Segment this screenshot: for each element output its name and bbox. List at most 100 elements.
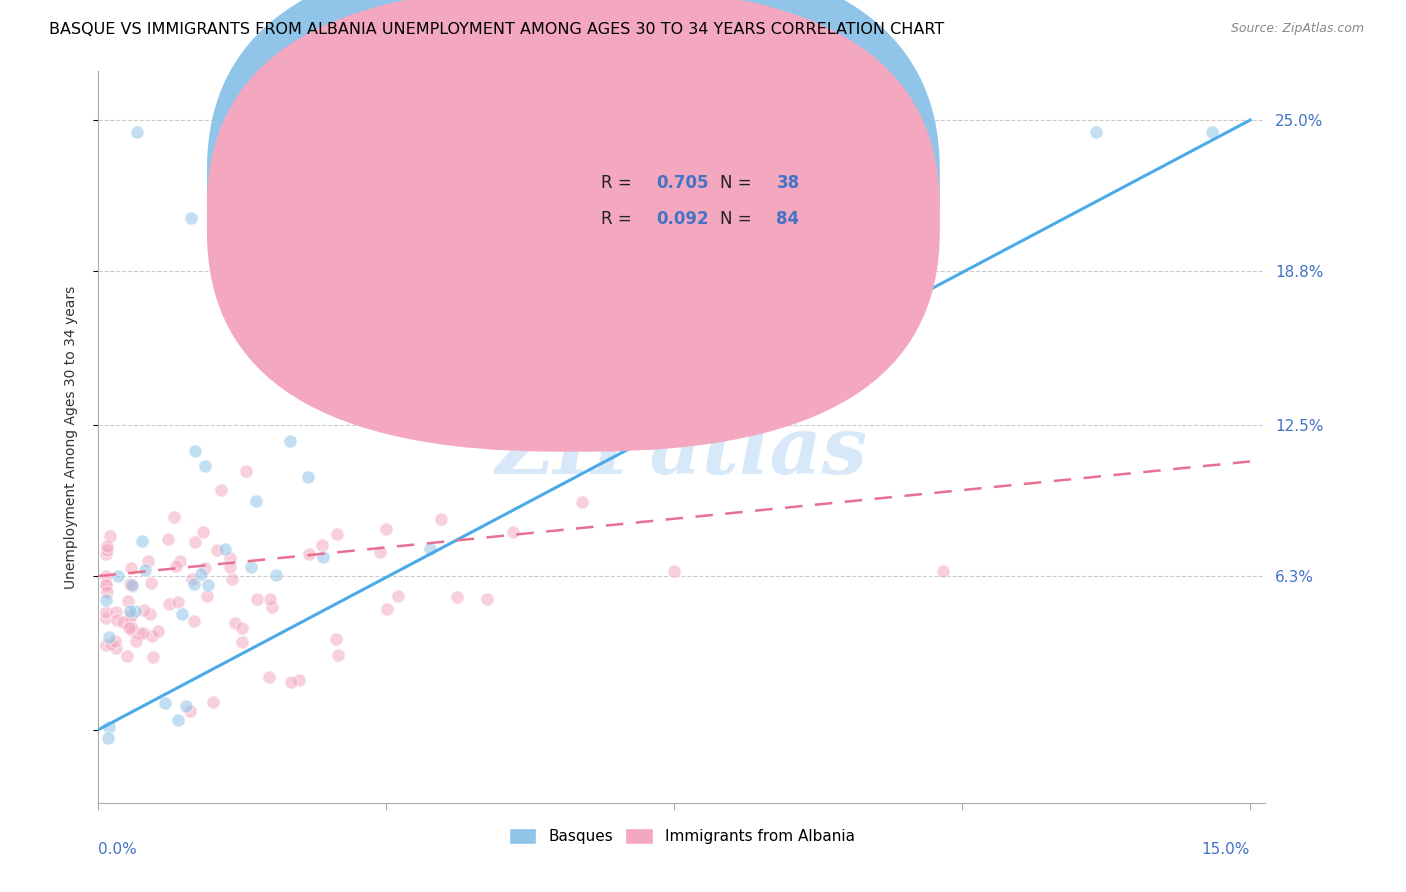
Point — [419, 291, 441, 305]
Point — [298, 547, 321, 561]
Text: 84: 84 — [776, 211, 800, 228]
Point — [368, 545, 391, 559]
Point — [104, 605, 127, 619]
Point — [117, 594, 139, 608]
Point — [134, 563, 156, 577]
Point — [131, 533, 153, 548]
Point — [111, 615, 134, 629]
Point — [125, 633, 148, 648]
Text: 0.0%: 0.0% — [98, 842, 138, 856]
Point — [94, 547, 117, 561]
Point — [132, 603, 155, 617]
Point — [380, 271, 402, 285]
Point — [231, 622, 253, 636]
Text: ZIPatlas: ZIPatlas — [496, 413, 868, 491]
Point — [312, 549, 335, 564]
Point — [183, 576, 205, 591]
FancyBboxPatch shape — [207, 0, 939, 415]
Point — [167, 595, 190, 609]
Point — [194, 561, 217, 575]
Point — [163, 510, 186, 524]
Point — [97, 630, 120, 644]
Point — [96, 584, 118, 599]
Point — [125, 125, 148, 139]
Point — [115, 649, 138, 664]
Text: 0.092: 0.092 — [657, 211, 709, 228]
Point — [120, 620, 142, 634]
Point — [121, 577, 143, 591]
Point — [148, 624, 170, 638]
Point — [571, 494, 593, 508]
Point — [218, 551, 240, 566]
Point — [96, 539, 118, 553]
Point — [326, 648, 349, 663]
Point — [280, 674, 302, 689]
Point — [165, 559, 187, 574]
Point — [121, 624, 143, 638]
Point — [257, 670, 280, 684]
Point — [174, 698, 197, 713]
Point — [179, 704, 201, 718]
Point — [475, 592, 498, 607]
Point — [205, 543, 228, 558]
Point — [502, 385, 524, 400]
Point — [100, 637, 122, 651]
Point — [245, 494, 267, 508]
Point — [153, 696, 176, 710]
Point — [132, 625, 155, 640]
Point — [107, 568, 129, 582]
Point — [260, 600, 283, 615]
Point — [387, 590, 409, 604]
Point — [211, 483, 233, 497]
Point — [120, 604, 142, 618]
Point — [1201, 125, 1223, 139]
Text: R =: R = — [602, 211, 637, 228]
Point — [156, 533, 179, 547]
Point — [169, 554, 191, 568]
Point — [105, 613, 128, 627]
FancyBboxPatch shape — [530, 141, 834, 254]
Point — [325, 632, 347, 647]
Point — [118, 621, 141, 635]
Point — [264, 567, 287, 582]
Point — [98, 720, 121, 734]
Point — [375, 602, 398, 616]
Text: R =: R = — [602, 174, 637, 192]
Point — [120, 607, 142, 622]
Point — [136, 554, 159, 568]
Point — [167, 714, 190, 728]
Point — [214, 541, 236, 556]
Point — [94, 605, 117, 619]
Point — [170, 607, 193, 621]
Point — [446, 590, 468, 604]
Point — [326, 527, 349, 541]
Point — [502, 524, 524, 539]
Point — [224, 615, 246, 630]
Point — [197, 578, 219, 592]
FancyBboxPatch shape — [207, 0, 939, 451]
Point — [183, 443, 205, 458]
Point — [297, 470, 319, 484]
Point — [141, 629, 163, 643]
Point — [419, 542, 441, 557]
Text: 38: 38 — [776, 174, 800, 192]
Point — [94, 592, 117, 607]
Point — [96, 543, 118, 558]
Point — [142, 650, 165, 665]
Point — [430, 512, 453, 526]
Point — [287, 673, 309, 687]
Point — [278, 434, 301, 448]
Point — [231, 635, 253, 649]
Legend: Basques, Immigrants from Albania: Basques, Immigrants from Albania — [502, 822, 862, 850]
Point — [128, 626, 150, 640]
Point — [235, 464, 257, 478]
Y-axis label: Unemployment Among Ages 30 to 34 years: Unemployment Among Ages 30 to 34 years — [63, 285, 77, 589]
Point — [94, 569, 117, 583]
Point — [245, 591, 267, 606]
Point — [121, 578, 143, 592]
Point — [97, 731, 120, 746]
Point — [104, 634, 127, 648]
Point — [664, 564, 686, 578]
Point — [218, 560, 240, 574]
Point — [1085, 125, 1108, 139]
